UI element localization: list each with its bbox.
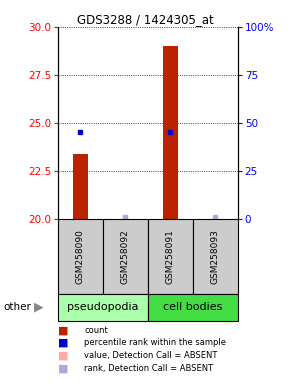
Text: GDS3288 / 1424305_at: GDS3288 / 1424305_at xyxy=(77,13,213,26)
Text: GSM258090: GSM258090 xyxy=(76,229,85,284)
Text: count: count xyxy=(84,326,108,335)
Text: cell bodies: cell bodies xyxy=(163,302,222,312)
Bar xyxy=(162,46,178,219)
Bar xyxy=(58,294,148,321)
Text: ■: ■ xyxy=(58,351,68,361)
Bar xyxy=(193,219,238,294)
Text: rank, Detection Call = ABSENT: rank, Detection Call = ABSENT xyxy=(84,364,213,373)
Text: ■: ■ xyxy=(58,363,68,373)
Text: other: other xyxy=(3,302,31,312)
Bar xyxy=(148,294,238,321)
Text: value, Detection Call = ABSENT: value, Detection Call = ABSENT xyxy=(84,351,218,360)
Text: ■: ■ xyxy=(58,338,68,348)
Text: GSM258091: GSM258091 xyxy=(166,229,175,284)
Bar xyxy=(58,219,103,294)
Text: percentile rank within the sample: percentile rank within the sample xyxy=(84,338,226,348)
Bar xyxy=(148,219,193,294)
Text: ▶: ▶ xyxy=(34,301,44,314)
Text: ■: ■ xyxy=(58,325,68,335)
Text: GSM258093: GSM258093 xyxy=(211,229,220,284)
Bar xyxy=(72,154,88,219)
Bar xyxy=(103,219,148,294)
Text: GSM258092: GSM258092 xyxy=(121,229,130,284)
Text: pseudopodia: pseudopodia xyxy=(67,302,139,312)
